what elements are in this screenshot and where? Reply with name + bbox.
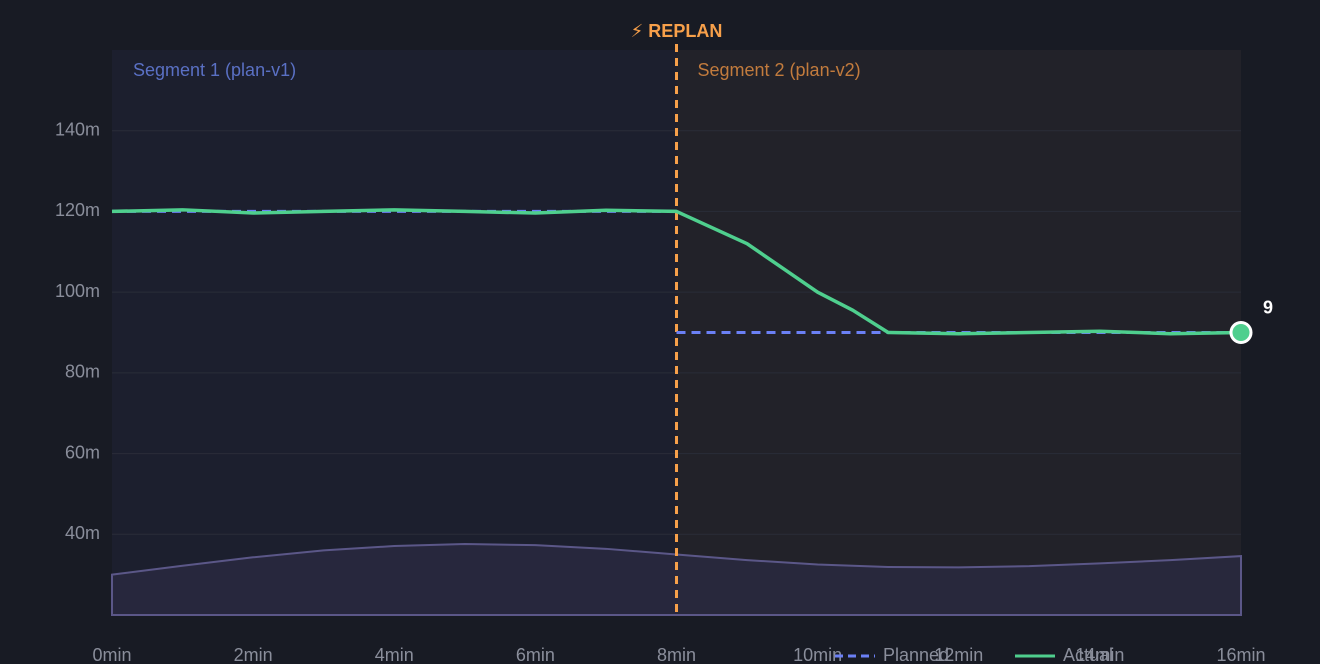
segment-label: Segment 1 (plan-v1) <box>133 60 296 80</box>
replan-label: ⚡ REPLAN <box>631 21 723 41</box>
y-tick-label: 140m <box>55 119 100 139</box>
x-tick-label: 2min <box>234 645 273 664</box>
x-tick-label: 8min <box>657 645 696 664</box>
legend-label: Actual <box>1063 645 1113 664</box>
y-tick-label: 60m <box>65 442 100 462</box>
x-tick-label: 6min <box>516 645 555 664</box>
series-line <box>111 208 1242 336</box>
x-tick-label: 0min <box>92 645 131 664</box>
legend-label: Planned <box>883 645 949 664</box>
y-tick-label: 100m <box>55 281 100 301</box>
x-tick-label: 14min <box>1075 645 1124 664</box>
end-label: 9 <box>1263 297 1273 317</box>
y-tick-label: 80m <box>65 362 100 382</box>
x-tick-label: 16min <box>1216 645 1265 664</box>
y-tick-label: 40m <box>65 523 100 543</box>
y-tick-label: 120m <box>55 200 100 220</box>
x-tick-label: 12min <box>934 645 983 664</box>
x-tick-label: 4min <box>375 645 414 664</box>
segment-label: Segment 2 (plan-v2) <box>698 60 861 80</box>
x-tick-label: 10min <box>793 645 842 664</box>
segment-region <box>112 50 677 615</box>
end-marker <box>1229 321 1253 344</box>
